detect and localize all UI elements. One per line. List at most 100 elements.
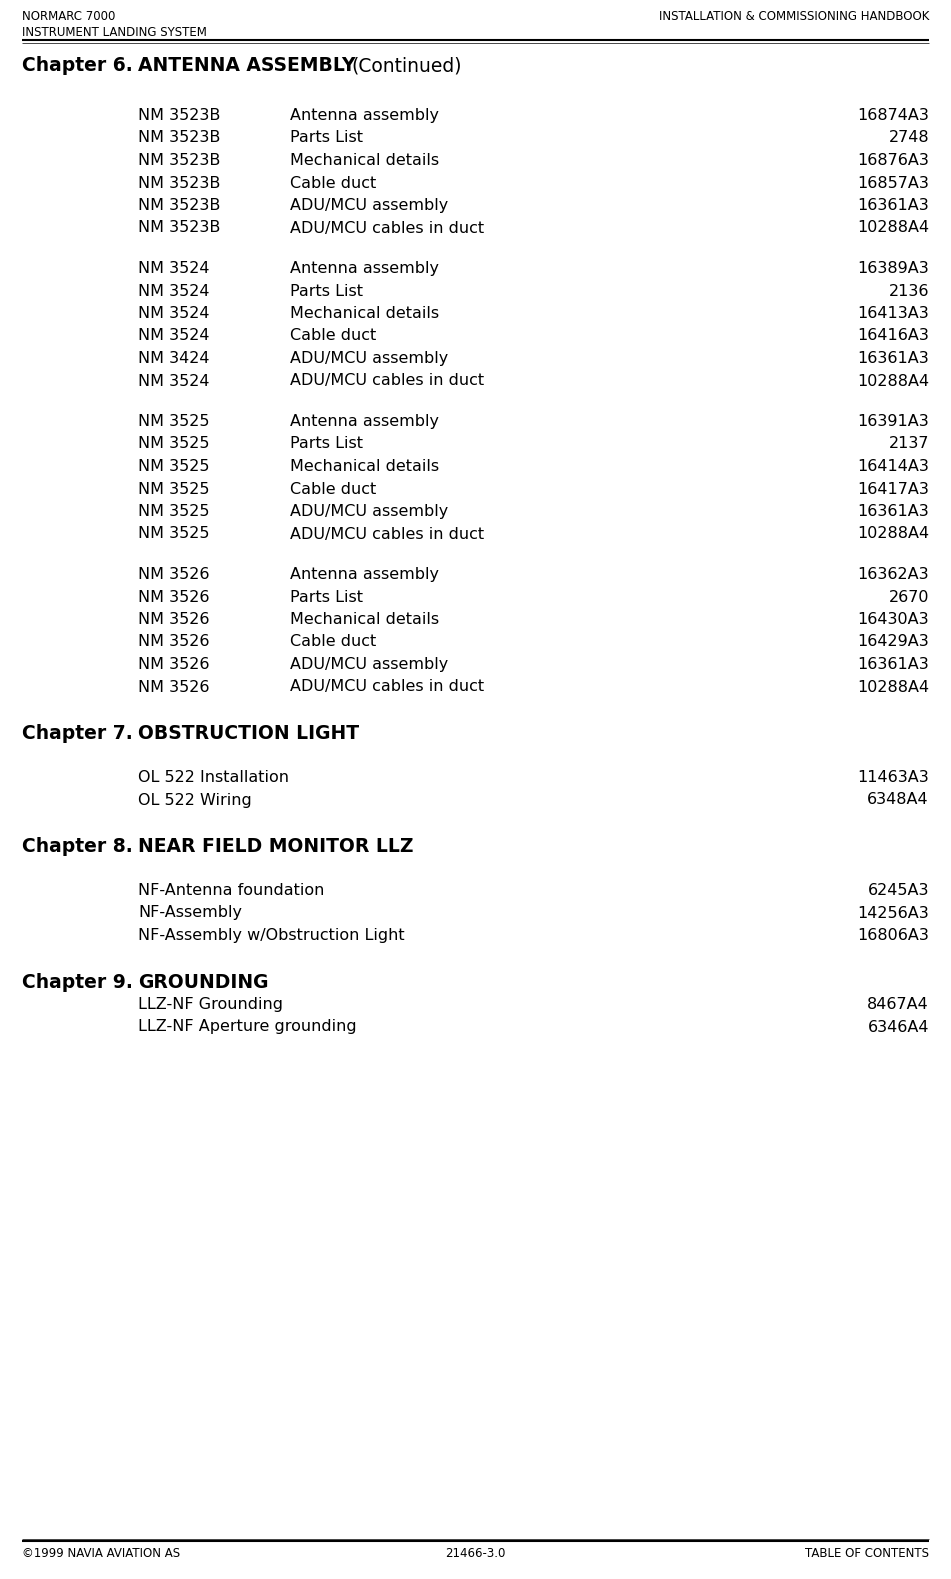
Text: Mechanical details: Mechanical details bbox=[290, 613, 439, 627]
Text: NM 3524: NM 3524 bbox=[138, 284, 209, 298]
Text: NM 3525: NM 3525 bbox=[138, 436, 209, 452]
Text: 16430A3: 16430A3 bbox=[858, 613, 929, 627]
Text: Parts List: Parts List bbox=[290, 436, 363, 452]
Text: 16874A3: 16874A3 bbox=[857, 107, 929, 123]
Text: 2137: 2137 bbox=[888, 436, 929, 452]
Text: Antenna assembly: Antenna assembly bbox=[290, 261, 439, 276]
Text: 16806A3: 16806A3 bbox=[857, 928, 929, 943]
Text: 16417A3: 16417A3 bbox=[857, 482, 929, 496]
Text: NM 3526: NM 3526 bbox=[138, 635, 209, 649]
Text: Chapter 9.: Chapter 9. bbox=[22, 973, 133, 992]
Text: NM 3524: NM 3524 bbox=[138, 328, 209, 344]
Text: NM 3524: NM 3524 bbox=[138, 261, 209, 276]
Text: 16361A3: 16361A3 bbox=[857, 197, 929, 213]
Text: 16876A3: 16876A3 bbox=[857, 153, 929, 167]
Text: NM 3526: NM 3526 bbox=[138, 657, 209, 673]
Text: NM 3526: NM 3526 bbox=[138, 589, 209, 605]
Text: NM 3523B: NM 3523B bbox=[138, 175, 221, 191]
Text: 8467A4: 8467A4 bbox=[867, 996, 929, 1012]
Text: ADU/MCU cables in duct: ADU/MCU cables in duct bbox=[290, 374, 484, 388]
Text: Chapter 6.: Chapter 6. bbox=[22, 55, 133, 74]
Text: 16416A3: 16416A3 bbox=[857, 328, 929, 344]
Text: Antenna assembly: Antenna assembly bbox=[290, 567, 439, 583]
Text: Cable duct: Cable duct bbox=[290, 635, 377, 649]
Text: OL 522 Installation: OL 522 Installation bbox=[138, 771, 289, 785]
Text: NF-Antenna foundation: NF-Antenna foundation bbox=[138, 883, 324, 898]
Text: NM 3424: NM 3424 bbox=[138, 351, 209, 366]
Text: 2136: 2136 bbox=[888, 284, 929, 298]
Text: 16391A3: 16391A3 bbox=[857, 414, 929, 429]
Text: NM 3523B: NM 3523B bbox=[138, 107, 221, 123]
Text: 16413A3: 16413A3 bbox=[857, 306, 929, 321]
Text: 16362A3: 16362A3 bbox=[858, 567, 929, 583]
Text: LLZ-NF Aperture grounding: LLZ-NF Aperture grounding bbox=[138, 1020, 357, 1034]
Text: 16429A3: 16429A3 bbox=[857, 635, 929, 649]
Text: Antenna assembly: Antenna assembly bbox=[290, 414, 439, 429]
Text: INSTRUMENT LANDING SYSTEM: INSTRUMENT LANDING SYSTEM bbox=[22, 25, 207, 39]
Text: ADU/MCU cables in duct: ADU/MCU cables in duct bbox=[290, 679, 484, 695]
Text: 10288A4: 10288A4 bbox=[857, 679, 929, 695]
Text: 10288A4: 10288A4 bbox=[857, 374, 929, 388]
Text: 16361A3: 16361A3 bbox=[857, 351, 929, 366]
Text: 10288A4: 10288A4 bbox=[857, 221, 929, 235]
Text: ADU/MCU assembly: ADU/MCU assembly bbox=[290, 504, 448, 519]
Text: 16857A3: 16857A3 bbox=[857, 175, 929, 191]
Text: ADU/MCU assembly: ADU/MCU assembly bbox=[290, 657, 448, 673]
Text: 6245A3: 6245A3 bbox=[867, 883, 929, 898]
Text: 16361A3: 16361A3 bbox=[857, 504, 929, 519]
Text: ADU/MCU cables in duct: ADU/MCU cables in duct bbox=[290, 221, 484, 235]
Text: 21466-3.0: 21466-3.0 bbox=[445, 1547, 506, 1560]
Text: 16414A3: 16414A3 bbox=[857, 459, 929, 474]
Text: Cable duct: Cable duct bbox=[290, 328, 377, 344]
Text: Mechanical details: Mechanical details bbox=[290, 153, 439, 167]
Text: NM 3525: NM 3525 bbox=[138, 482, 209, 496]
Text: 2670: 2670 bbox=[888, 589, 929, 605]
Text: NM 3525: NM 3525 bbox=[138, 526, 209, 542]
Text: INSTALLATION & COMMISSIONING HANDBOOK: INSTALLATION & COMMISSIONING HANDBOOK bbox=[659, 9, 929, 24]
Text: NM 3526: NM 3526 bbox=[138, 679, 209, 695]
Text: Mechanical details: Mechanical details bbox=[290, 306, 439, 321]
Text: OBSTRUCTION LIGHT: OBSTRUCTION LIGHT bbox=[138, 725, 359, 744]
Text: 11463A3: 11463A3 bbox=[857, 771, 929, 785]
Text: (Continued): (Continued) bbox=[351, 55, 461, 74]
Text: ADU/MCU assembly: ADU/MCU assembly bbox=[290, 351, 448, 366]
Text: NF-Assembly w/Obstruction Light: NF-Assembly w/Obstruction Light bbox=[138, 928, 404, 943]
Text: Antenna assembly: Antenna assembly bbox=[290, 107, 439, 123]
Text: NM 3523B: NM 3523B bbox=[138, 131, 221, 145]
Text: Parts List: Parts List bbox=[290, 589, 363, 605]
Text: 16389A3: 16389A3 bbox=[857, 261, 929, 276]
Text: NM 3523B: NM 3523B bbox=[138, 221, 221, 235]
Text: ADU/MCU assembly: ADU/MCU assembly bbox=[290, 197, 448, 213]
Text: NM 3524: NM 3524 bbox=[138, 306, 209, 321]
Text: Cable duct: Cable duct bbox=[290, 175, 377, 191]
Text: 6348A4: 6348A4 bbox=[867, 793, 929, 807]
Text: ANTENNA ASSEMBLY: ANTENNA ASSEMBLY bbox=[138, 55, 356, 74]
Text: LLZ-NF Grounding: LLZ-NF Grounding bbox=[138, 996, 283, 1012]
Text: Parts List: Parts List bbox=[290, 284, 363, 298]
Text: 6346A4: 6346A4 bbox=[867, 1020, 929, 1034]
Text: Chapter 7.: Chapter 7. bbox=[22, 725, 133, 744]
Text: 10288A4: 10288A4 bbox=[857, 526, 929, 542]
Text: NM 3523B: NM 3523B bbox=[138, 197, 221, 213]
Text: NM 3526: NM 3526 bbox=[138, 567, 209, 583]
Text: NM 3525: NM 3525 bbox=[138, 504, 209, 519]
Text: NORMARC 7000: NORMARC 7000 bbox=[22, 9, 115, 24]
Text: Cable duct: Cable duct bbox=[290, 482, 377, 496]
Text: ©1999 NAVIA AVIATION AS: ©1999 NAVIA AVIATION AS bbox=[22, 1547, 180, 1560]
Text: TABLE OF CONTENTS: TABLE OF CONTENTS bbox=[805, 1547, 929, 1560]
Text: OL 522 Wiring: OL 522 Wiring bbox=[138, 793, 252, 807]
Text: NM 3526: NM 3526 bbox=[138, 613, 209, 627]
Text: Chapter 8.: Chapter 8. bbox=[22, 837, 133, 856]
Text: 14256A3: 14256A3 bbox=[857, 905, 929, 921]
Text: Parts List: Parts List bbox=[290, 131, 363, 145]
Text: GROUNDING: GROUNDING bbox=[138, 973, 268, 992]
Text: NM 3523B: NM 3523B bbox=[138, 153, 221, 167]
Text: 16361A3: 16361A3 bbox=[857, 657, 929, 673]
Text: NF-Assembly: NF-Assembly bbox=[138, 905, 242, 921]
Text: NM 3524: NM 3524 bbox=[138, 374, 209, 388]
Text: Mechanical details: Mechanical details bbox=[290, 459, 439, 474]
Text: NM 3525: NM 3525 bbox=[138, 414, 209, 429]
Text: ADU/MCU cables in duct: ADU/MCU cables in duct bbox=[290, 526, 484, 542]
Text: NEAR FIELD MONITOR LLZ: NEAR FIELD MONITOR LLZ bbox=[138, 837, 414, 856]
Text: NM 3525: NM 3525 bbox=[138, 459, 209, 474]
